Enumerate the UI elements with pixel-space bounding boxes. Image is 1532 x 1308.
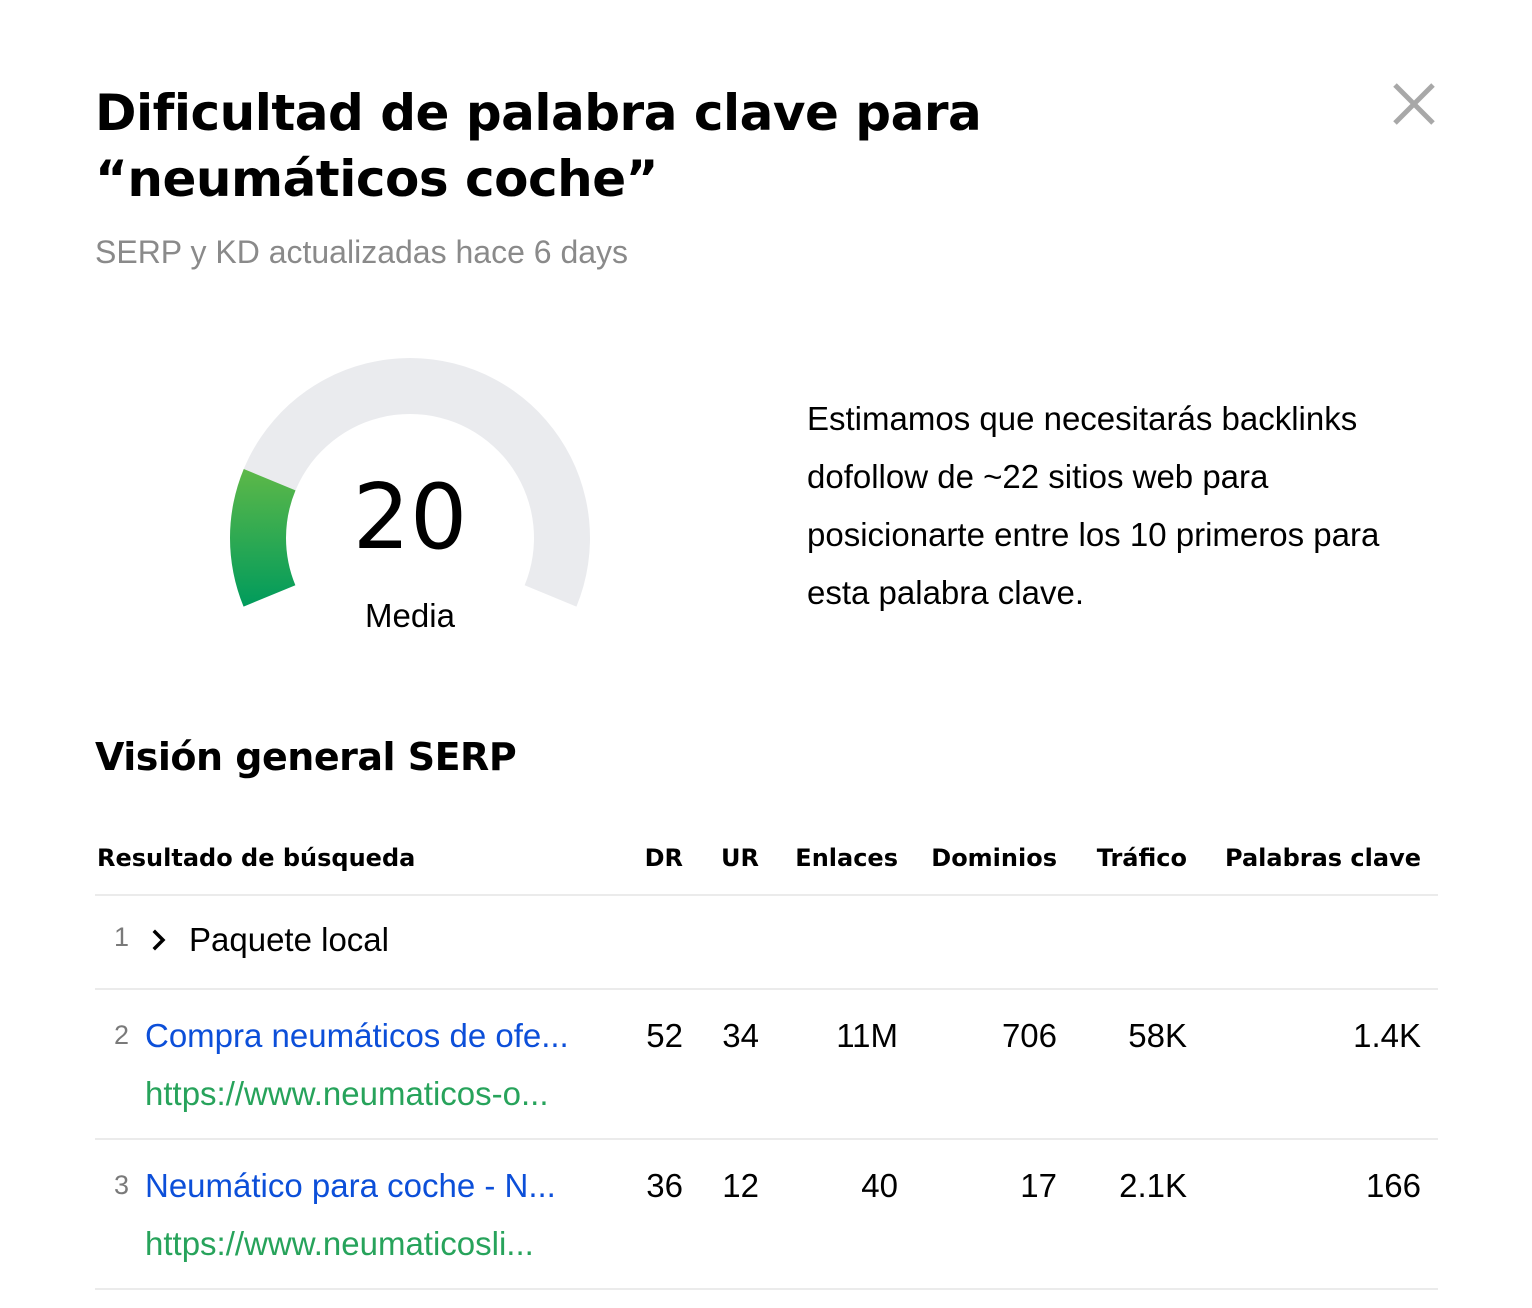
column-header-result[interactable]: Resultado de búsqueda	[97, 844, 416, 872]
last-updated-subtitle: SERP y KD actualizadas hace 6 days	[95, 234, 629, 270]
close-icon	[1393, 83, 1435, 125]
result-title-link[interactable]: Neumático para coche - N...	[145, 1167, 556, 1204]
backlinks-estimate: Estimamos que necesitarás backlinks dofo…	[807, 400, 1380, 611]
result-title-link[interactable]: Compra neumáticos de ofe...	[145, 1017, 569, 1054]
result-url-link[interactable]: https://www.neumaticosli...	[145, 1225, 534, 1262]
domains-value[interactable]: 706	[1001, 1017, 1057, 1054]
serp-overview-title: Visión general SERP	[95, 735, 517, 779]
traffic-value[interactable]: 2.1K	[1119, 1167, 1187, 1204]
column-header-traffic[interactable]: Tráfico	[1096, 844, 1187, 872]
chevron-right-icon[interactable]	[147, 928, 171, 952]
difficulty-score: 20	[352, 465, 468, 570]
rank-number: 2	[113, 1020, 129, 1050]
table-row: 3 Neumático para coche - N... https://ww…	[95, 1140, 1438, 1290]
links-value[interactable]: 40	[861, 1167, 898, 1204]
dr-value: 36	[646, 1167, 683, 1204]
column-header-domains[interactable]: Dominios	[931, 844, 1057, 872]
gauge-arc	[230, 358, 590, 607]
links-value[interactable]: 11M	[836, 1017, 898, 1054]
table-row-local-pack[interactable]: 1 Paquete local	[95, 896, 1438, 990]
keywords-value[interactable]: 1.4K	[1353, 1017, 1421, 1054]
column-header-ur[interactable]: UR	[721, 844, 759, 872]
gauge-track	[230, 358, 590, 607]
rank-number: 1	[113, 922, 129, 952]
table-header: Resultado de búsqueda DR UR Enlaces Domi…	[95, 830, 1438, 896]
table-row: 2 Compra neumáticos de ofe... https://ww…	[95, 990, 1438, 1140]
ur-value: 12	[722, 1167, 759, 1204]
rank-number: 3	[113, 1170, 129, 1200]
dr-value: 52	[646, 1017, 683, 1054]
domains-value[interactable]: 17	[1020, 1167, 1057, 1204]
modal-title: Dificultad de palabra clave para “neumát…	[95, 84, 982, 208]
column-header-links[interactable]: Enlaces	[795, 844, 898, 872]
difficulty-level: Media	[365, 597, 455, 634]
column-header-dr[interactable]: DR	[644, 844, 683, 872]
local-pack-label[interactable]: Paquete local	[189, 921, 389, 958]
serp-table: Resultado de búsqueda DR UR Enlaces Domi…	[95, 830, 1438, 1290]
keywords-value[interactable]: 166	[1365, 1167, 1421, 1204]
column-header-keywords[interactable]: Palabras clave	[1225, 844, 1421, 872]
gauge-fill	[230, 468, 296, 607]
difficulty-gauge	[210, 340, 610, 660]
ur-value: 34	[722, 1017, 759, 1054]
traffic-value[interactable]: 58K	[1128, 1017, 1187, 1054]
close-button[interactable]	[1388, 78, 1440, 130]
result-url-link[interactable]: https://www.neumaticos-o...	[145, 1075, 549, 1112]
